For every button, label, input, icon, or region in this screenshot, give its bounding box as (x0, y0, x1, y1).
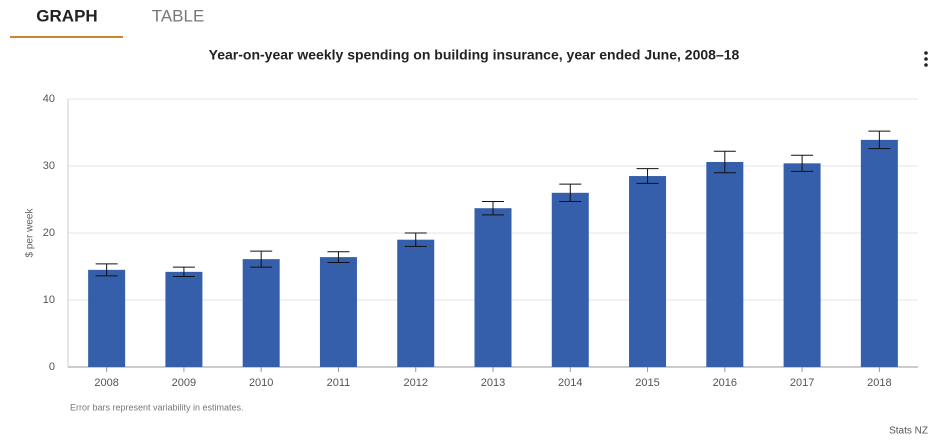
bar (242, 259, 280, 367)
y-tick-label: 0 (49, 361, 55, 373)
chart-title: Year-on-year weekly spending on building… (209, 47, 740, 63)
bar (474, 208, 512, 367)
bar (165, 271, 203, 367)
bar (88, 269, 126, 367)
tab-underline (10, 36, 123, 38)
tab-graph[interactable]: GRAPH (36, 6, 97, 25)
error-bar (559, 183, 582, 203)
y-axis-label: $ per week (25, 208, 36, 258)
x-tick-label: 2018 (867, 377, 891, 389)
source: Stats NZ (889, 426, 928, 437)
x-tick-label: 2009 (172, 377, 196, 389)
x-tick-label: 2017 (790, 377, 814, 389)
error-bar (172, 266, 195, 278)
error-bar (482, 201, 504, 216)
menu-button[interactable] (924, 51, 928, 67)
bar (783, 163, 821, 367)
x-tick-label: 2012 (403, 377, 427, 389)
bar (319, 257, 357, 367)
y-tick-label: 10 (43, 294, 55, 306)
error-bar (791, 154, 814, 172)
x-tick-label: 2016 (713, 377, 737, 389)
bar (551, 192, 589, 367)
bar (397, 239, 435, 367)
x-tick-label: 2011 (327, 377, 351, 389)
tab-table[interactable]: TABLE (152, 6, 205, 25)
bar (706, 161, 744, 367)
y-tick-label: 30 (43, 160, 55, 172)
x-tick-label: 2010 (249, 377, 273, 389)
footnote: Error bars represent variability in esti… (70, 402, 244, 412)
x-tick-label: 2015 (635, 377, 659, 389)
error-bar (636, 168, 659, 184)
x-tick-label: 2008 (94, 377, 118, 389)
error-bar (250, 250, 273, 268)
bar (860, 139, 898, 367)
y-tick-label: 40 (43, 93, 55, 105)
error-bar (868, 130, 891, 150)
error-bar (95, 263, 118, 277)
y-tick-label: 20 (43, 227, 55, 239)
error-bar (404, 232, 427, 247)
x-tick-label: 2013 (481, 377, 505, 389)
bar (629, 176, 667, 367)
error-bar (327, 251, 350, 263)
error-bar (713, 150, 736, 174)
x-tick-label: 2014 (558, 377, 582, 389)
